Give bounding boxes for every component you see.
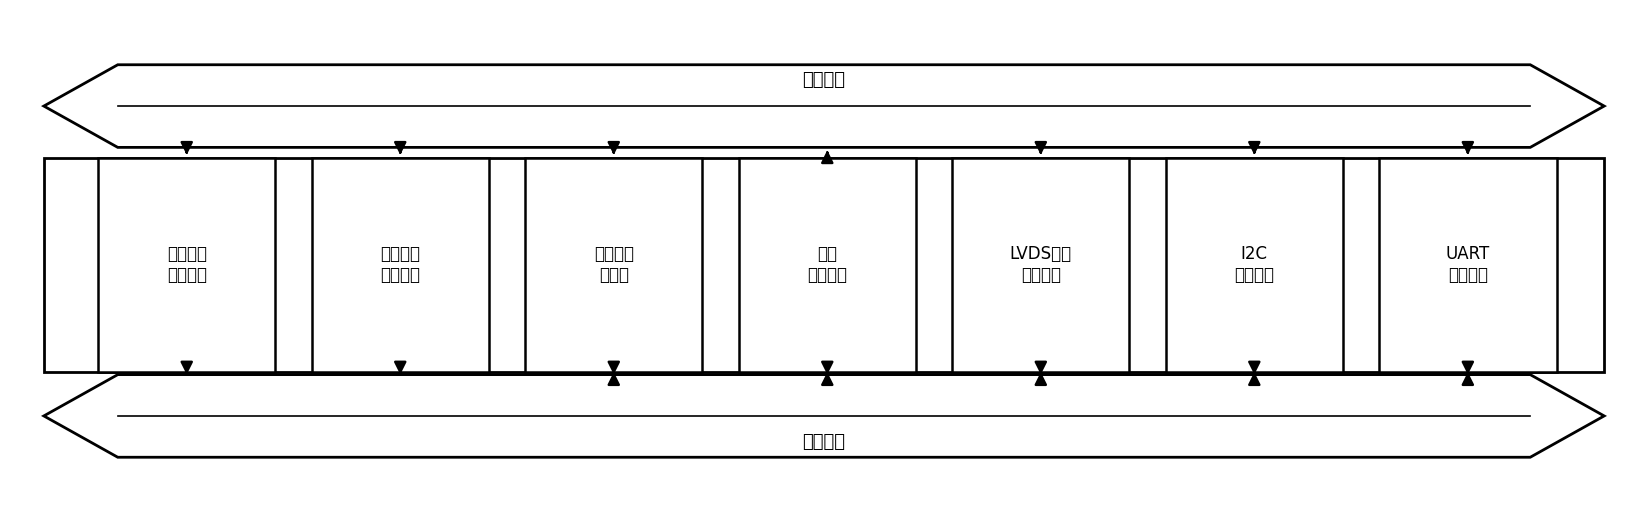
Text: 模拟输入
处理单元: 模拟输入 处理单元	[381, 245, 420, 284]
Bar	[1379, 158, 1556, 372]
Text: UART
控制单元: UART 控制单元	[1445, 245, 1490, 284]
Polygon shape	[44, 375, 1604, 457]
Text: 视频处理
缓冲区: 视频处理 缓冲区	[593, 245, 634, 284]
Text: LVDS输出
控制单元: LVDS输出 控制单元	[1010, 245, 1071, 284]
Text: 数据总线: 数据总线	[803, 433, 845, 451]
Text: 视频
处理单元: 视频 处理单元	[808, 245, 847, 284]
Bar	[526, 158, 702, 372]
Bar	[44, 158, 1604, 372]
Text: 数字输入
处理单元: 数字输入 处理单元	[166, 245, 206, 284]
Bar	[1165, 158, 1343, 372]
Text: I2C
控制单元: I2C 控制单元	[1234, 245, 1274, 284]
Bar	[97, 158, 275, 372]
Bar	[738, 158, 916, 372]
Bar	[953, 158, 1129, 372]
Bar	[311, 158, 489, 372]
Text: 控制总线: 控制总线	[803, 71, 845, 89]
Polygon shape	[44, 65, 1604, 147]
